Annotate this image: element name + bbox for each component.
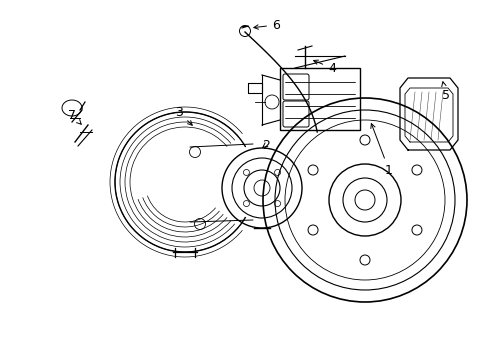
Circle shape: [354, 190, 374, 210]
Text: 1: 1: [370, 123, 392, 176]
FancyBboxPatch shape: [283, 101, 308, 127]
FancyBboxPatch shape: [280, 68, 359, 130]
FancyBboxPatch shape: [283, 74, 308, 100]
Text: 5: 5: [441, 82, 449, 102]
Text: 6: 6: [253, 18, 279, 32]
Text: 3: 3: [175, 105, 192, 125]
Text: 4: 4: [313, 60, 335, 75]
Text: 7: 7: [68, 108, 81, 124]
Text: 2: 2: [262, 139, 269, 152]
